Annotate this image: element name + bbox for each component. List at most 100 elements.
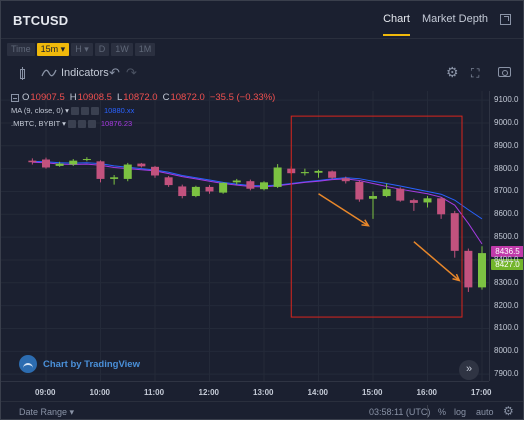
candle-body xyxy=(273,167,282,187)
time-tick-label: 10:00 xyxy=(89,388,110,397)
tab-chart[interactable]: Chart xyxy=(383,13,410,36)
candle-body xyxy=(246,181,255,189)
collapse-legend-icon[interactable] xyxy=(11,94,19,102)
low-label: L xyxy=(116,92,123,103)
price-tick-label: 8800.0 xyxy=(494,163,519,173)
time-tick-label: 16:00 xyxy=(416,388,437,397)
mbtc-settings-icon[interactable] xyxy=(77,120,86,128)
close-value: 10872.0 xyxy=(170,92,205,103)
price-tick-label: 8200.0 xyxy=(494,300,519,310)
time-tick-label: 13:00 xyxy=(253,388,274,397)
candle-body xyxy=(205,186,214,192)
high-value: 10908.5 xyxy=(77,92,112,103)
date-range-button[interactable]: Date Range ▾ xyxy=(19,407,75,417)
ma-visibility-icon[interactable] xyxy=(70,107,79,115)
divider xyxy=(427,405,428,418)
price-tick-label: 8000.0 xyxy=(494,346,519,356)
candle-body xyxy=(382,189,391,197)
auto-toggle[interactable]: auto xyxy=(476,407,494,417)
settings-gear-icon[interactable]: ⚙ xyxy=(446,64,459,80)
candle-body xyxy=(341,178,350,182)
candle-body xyxy=(55,163,64,166)
candle-body xyxy=(300,172,309,174)
price-tick-label: 8500.0 xyxy=(494,232,519,242)
interval-15m[interactable]: 15m ▾ xyxy=(36,43,70,56)
low-value: 10872.0 xyxy=(123,92,158,103)
candle-body xyxy=(260,182,268,190)
candle-body xyxy=(478,253,486,288)
ohlc-row: O 10907.5 H 10908.5 L 10872.0 C 10872.0 −35.… xyxy=(11,92,280,104)
indicators-button[interactable]: Indicators xyxy=(41,67,109,79)
price-chart[interactable] xyxy=(1,91,489,381)
time-tick-label: 12:00 xyxy=(198,388,219,397)
candle-body xyxy=(450,213,459,251)
high-label: H xyxy=(69,92,77,103)
percent-toggle[interactable]: % xyxy=(438,407,447,417)
price-tick-label: 8400.0 xyxy=(494,254,519,264)
undo-icon[interactable]: ↶ xyxy=(109,65,120,80)
log-toggle[interactable]: log xyxy=(454,407,467,417)
annotation-arrow-head xyxy=(452,273,461,282)
highlight-rectangle xyxy=(290,115,463,318)
fullscreen-icon[interactable]: ⛶ xyxy=(471,66,479,80)
chart-legend: O 10907.5 H 10908.5 L 10872.0 C 10872.0 −35.… xyxy=(11,92,280,130)
time-axis[interactable]: 09:00 10:00 11:00 12:00 13:00 14:00 15:00 16:00… xyxy=(1,381,492,401)
header-bar: BTCUSD Chart Market Depth xyxy=(1,1,523,39)
time-tick-label: 14:00 xyxy=(307,388,328,397)
redo-icon[interactable]: ↷ xyxy=(126,65,137,80)
candle-body xyxy=(42,159,50,168)
price-tick-label: 8900.0 xyxy=(494,140,519,150)
tradingview-branding[interactable]: Chart by TradingView xyxy=(19,355,140,373)
candle-body xyxy=(69,160,78,165)
open-value: 10907.5 xyxy=(30,92,65,103)
interval-hour[interactable]: H ▾ xyxy=(71,43,93,56)
mbtc-visibility-icon[interactable] xyxy=(67,120,76,128)
interval-month[interactable]: 1M xyxy=(134,43,156,56)
price-axis[interactable]: 8436.5 8427.0 9100.0 9000.0 8900.0 8800.0 87… xyxy=(489,91,523,381)
candle-body xyxy=(219,182,228,193)
time-tick-label: 17:00 xyxy=(471,388,492,397)
tab-market-depth[interactable]: Market Depth xyxy=(421,13,488,25)
ma-settings-icon[interactable] xyxy=(80,107,89,115)
candle-body xyxy=(164,177,173,186)
view-tabs: Chart Market Depth xyxy=(371,13,511,36)
time-tick-label: 15:00 xyxy=(362,388,383,397)
mbtc-indicator-value: 10876.23 xyxy=(100,119,133,128)
ma-remove-icon[interactable] xyxy=(90,107,99,115)
tradingview-text: Chart by TradingView xyxy=(43,358,140,370)
bottom-bar: Date Range ▾ 03:58:11 (UTC) % log auto ⚙ xyxy=(1,401,523,419)
mbtc-indicator-label[interactable]: .MBTC, BYBIT ▾ xyxy=(11,119,66,128)
change-value: −35.5 (−0.33%) xyxy=(209,92,276,103)
axis-settings-gear-icon[interactable]: ⚙ xyxy=(503,404,514,418)
ma-line xyxy=(32,160,483,220)
candle-body xyxy=(232,180,241,183)
candle-body xyxy=(28,160,37,163)
candle-body xyxy=(137,163,146,167)
expand-icon[interactable] xyxy=(500,13,511,25)
price-tick-label: 8100.0 xyxy=(494,323,519,333)
price-tick-label: 8300.0 xyxy=(494,277,519,287)
candle-type-icon[interactable] xyxy=(18,67,28,80)
mbtc-remove-icon[interactable] xyxy=(87,120,96,128)
camera-icon[interactable] xyxy=(498,67,511,77)
ma-indicator-label[interactable]: MA (9, close, 0) ▾ xyxy=(11,106,69,115)
indicators-icon xyxy=(41,69,57,77)
mbtc-line xyxy=(32,161,483,245)
scroll-to-realtime-button[interactable]: » xyxy=(459,360,479,380)
candle-body xyxy=(96,161,105,179)
candle-body xyxy=(409,200,418,203)
candle-body xyxy=(437,198,446,215)
utc-clock[interactable]: 03:58:11 (UTC) xyxy=(369,407,431,417)
interval-week[interactable]: 1W xyxy=(111,43,133,56)
candle-body xyxy=(110,177,119,179)
interval-day[interactable]: D xyxy=(94,43,110,56)
close-label: C xyxy=(162,92,170,103)
price-tick-label: 7900.0 xyxy=(494,369,519,379)
candle-body xyxy=(355,181,364,200)
candle-body xyxy=(151,166,159,176)
interval-time[interactable]: Time xyxy=(7,43,35,56)
tradingview-logo-icon xyxy=(19,355,37,373)
candle-body xyxy=(191,186,200,197)
annotation-arrow xyxy=(318,193,369,227)
